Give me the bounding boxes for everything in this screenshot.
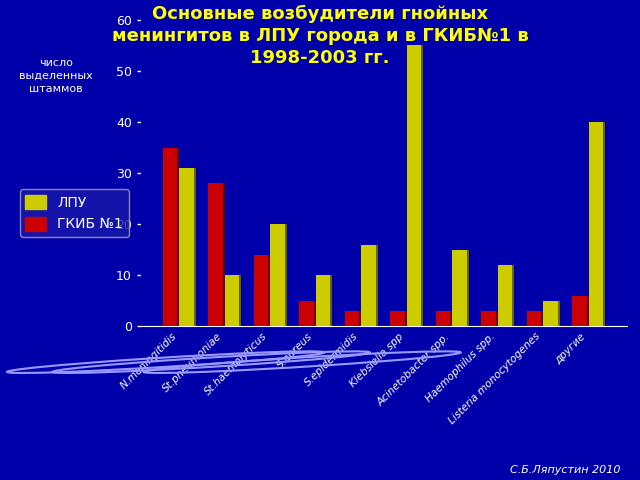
- Bar: [454, 250, 468, 326]
- Bar: [390, 311, 405, 326]
- Bar: [498, 265, 512, 326]
- Bar: [256, 255, 270, 326]
- Bar: [574, 296, 589, 326]
- Bar: [452, 250, 467, 326]
- Bar: [529, 311, 543, 326]
- Bar: [210, 183, 225, 326]
- Text: С.Б.Ляпустин 2010: С.Б.Ляпустин 2010: [510, 465, 621, 475]
- Bar: [227, 276, 241, 326]
- Bar: [392, 311, 407, 326]
- Bar: [591, 122, 605, 326]
- Legend: ЛПУ, ГКИБ №1: ЛПУ, ГКИБ №1: [20, 189, 129, 237]
- Bar: [407, 46, 421, 326]
- Bar: [164, 147, 179, 326]
- Bar: [545, 301, 559, 326]
- Bar: [300, 301, 314, 326]
- Bar: [589, 122, 604, 326]
- Bar: [316, 276, 330, 326]
- Bar: [543, 301, 558, 326]
- Bar: [225, 276, 239, 326]
- Text: Основные возбудители гнойных
менингитов в ЛПУ города и в ГКИБ№1 в
1998-2003 гг.: Основные возбудители гнойных менингитов …: [111, 5, 529, 67]
- Bar: [272, 224, 287, 326]
- Bar: [181, 168, 196, 326]
- Bar: [361, 245, 376, 326]
- Text: число
выделенных
штаммов: число выделенных штаммов: [19, 58, 93, 94]
- Bar: [317, 276, 332, 326]
- Bar: [301, 301, 316, 326]
- Bar: [347, 311, 361, 326]
- Bar: [500, 265, 514, 326]
- Bar: [209, 183, 223, 326]
- Bar: [527, 311, 541, 326]
- Bar: [408, 46, 423, 326]
- Bar: [483, 311, 498, 326]
- Bar: [254, 255, 268, 326]
- Bar: [572, 296, 587, 326]
- Bar: [363, 245, 378, 326]
- Bar: [345, 311, 360, 326]
- Bar: [179, 168, 194, 326]
- Bar: [270, 224, 285, 326]
- Bar: [163, 147, 177, 326]
- Bar: [436, 311, 451, 326]
- Bar: [438, 311, 452, 326]
- Bar: [481, 311, 496, 326]
